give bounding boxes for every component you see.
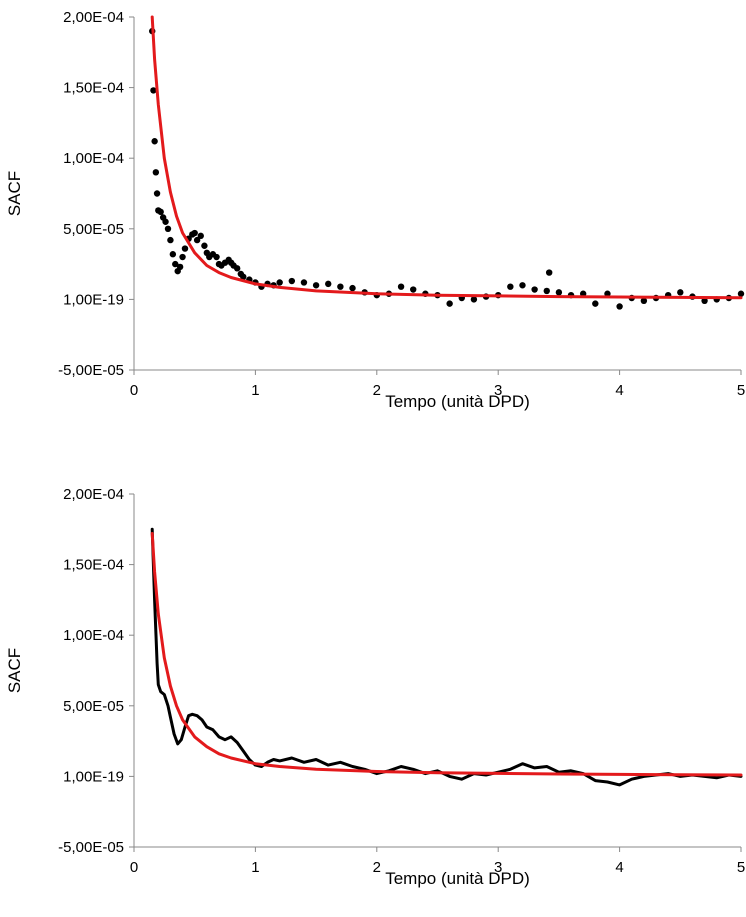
data-point (181, 245, 189, 252)
x-tick-label: 3 (494, 382, 502, 399)
y-tick-label: 5,00E-05 (63, 698, 124, 715)
data-point (152, 169, 160, 176)
data-point (164, 225, 172, 232)
y-tick-label: 1,00E-04 (63, 627, 124, 644)
y-tick-label: 1,50E-04 (63, 557, 124, 574)
data-point (167, 236, 174, 244)
data-point (213, 253, 220, 261)
plot-area-bottom: -5,00E-05 1,00E-19 5,00E-05 1,00E-04 1,50E-0… (5, 486, 745, 888)
data-point (151, 138, 158, 145)
data-point (737, 290, 745, 297)
data-point (545, 269, 553, 276)
data-point (172, 260, 179, 268)
data-point (150, 87, 157, 94)
data-point (179, 253, 186, 261)
data-point (197, 232, 204, 240)
data-point (604, 290, 611, 297)
data-point (397, 283, 405, 290)
data-point (325, 280, 332, 288)
data-point (201, 242, 208, 249)
data-point (288, 277, 296, 285)
data-point (616, 303, 623, 310)
data-point (169, 251, 177, 258)
y-axis-title: SACF (5, 171, 24, 216)
x-tick-label: 2 (373, 382, 381, 399)
y-tick-label: 2,00E-04 (63, 486, 124, 503)
fit-curve (150, 15, 743, 300)
y-tick-label: 5,00E-05 (63, 221, 124, 238)
x-tick-label: 5 (737, 382, 745, 399)
y-tick-label: 1,00E-04 (63, 150, 124, 167)
chart-bottom: -5,00E-05 1,00E-19 5,00E-05 1,00E-04 1,50E-0… (5, 486, 745, 888)
chart-top: -5,00E-05 1,00E-19 5,00E-05 1,00E-04 1,50E-0… (5, 9, 745, 411)
x-tick-label: 3 (494, 859, 502, 876)
data-point (162, 218, 169, 225)
data-point (193, 236, 201, 244)
data-point (519, 282, 526, 289)
data-point (157, 208, 164, 216)
x-tick-label: 1 (251, 859, 259, 876)
data-point (531, 286, 538, 293)
y-axis-title: SACF (5, 648, 24, 693)
data-point (701, 297, 708, 305)
x-tick-label: 5 (737, 859, 745, 876)
data-point (153, 190, 161, 197)
y-tick-label: 1,50E-04 (63, 80, 124, 97)
x-tick-label: 1 (251, 382, 259, 399)
data-point (543, 287, 550, 295)
x-tick-label: 4 (615, 382, 623, 399)
x-tick-label: 2 (373, 859, 381, 876)
data-point (312, 282, 320, 289)
fit-curve (150, 532, 743, 777)
data-point (640, 297, 648, 305)
data-point (507, 283, 514, 290)
data-point (240, 273, 247, 281)
data-point (470, 296, 478, 303)
y-tick-label: -5,00E-05 (58, 362, 124, 379)
data-point (592, 300, 599, 307)
x-tick-label: 0 (130, 859, 138, 876)
y-tick-label: 1,00E-19 (63, 291, 124, 308)
data-point (300, 279, 308, 286)
data-point (555, 289, 563, 296)
y-tick-label: 1,00E-19 (63, 768, 124, 785)
plot-area-top: -5,00E-05 1,00E-19 5,00E-05 1,00E-04 1,50E-0… (5, 9, 745, 411)
data-point (410, 286, 417, 293)
data-point (276, 279, 283, 286)
x-tick-label: 0 (130, 382, 138, 399)
x-axis-title: Tempo (unità DPD) (385, 869, 530, 888)
data-point (176, 263, 184, 271)
y-tick-label: -5,00E-05 (58, 839, 124, 856)
data-line (150, 527, 743, 787)
data-point (349, 284, 356, 292)
y-tick-label: 2,00E-04 (63, 9, 124, 26)
x-tick-label: 4 (615, 859, 623, 876)
data-point (677, 289, 684, 296)
data-point (191, 229, 198, 237)
data-point (446, 300, 453, 307)
data-point (337, 283, 344, 290)
data-point (233, 265, 241, 272)
x-axis-title: Tempo (unità DPD) (385, 392, 530, 411)
